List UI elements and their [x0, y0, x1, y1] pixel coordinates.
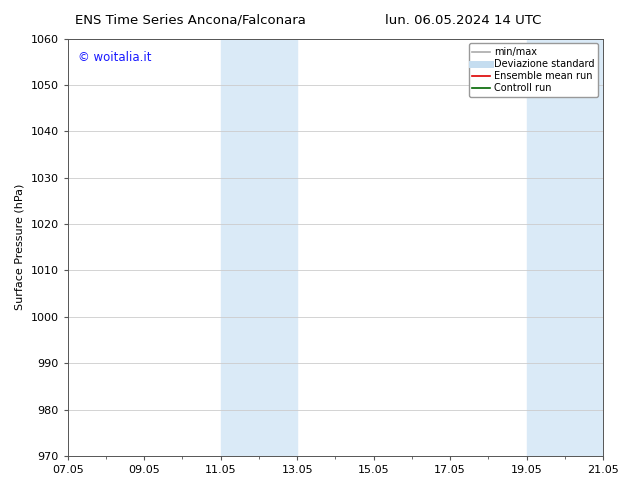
Bar — [221, 39, 259, 456]
Legend: min/max, Deviazione standard, Ensemble mean run, Controll run: min/max, Deviazione standard, Ensemble m… — [469, 44, 598, 97]
Bar — [259, 39, 297, 456]
Text: lun. 06.05.2024 14 UTC: lun. 06.05.2024 14 UTC — [385, 14, 541, 27]
Text: © woitalia.it: © woitalia.it — [79, 51, 152, 64]
Y-axis label: Surface Pressure (hPa): Surface Pressure (hPa) — [15, 184, 25, 311]
Bar — [565, 39, 603, 456]
Bar — [527, 39, 565, 456]
Text: ENS Time Series Ancona/Falconara: ENS Time Series Ancona/Falconara — [75, 14, 306, 27]
